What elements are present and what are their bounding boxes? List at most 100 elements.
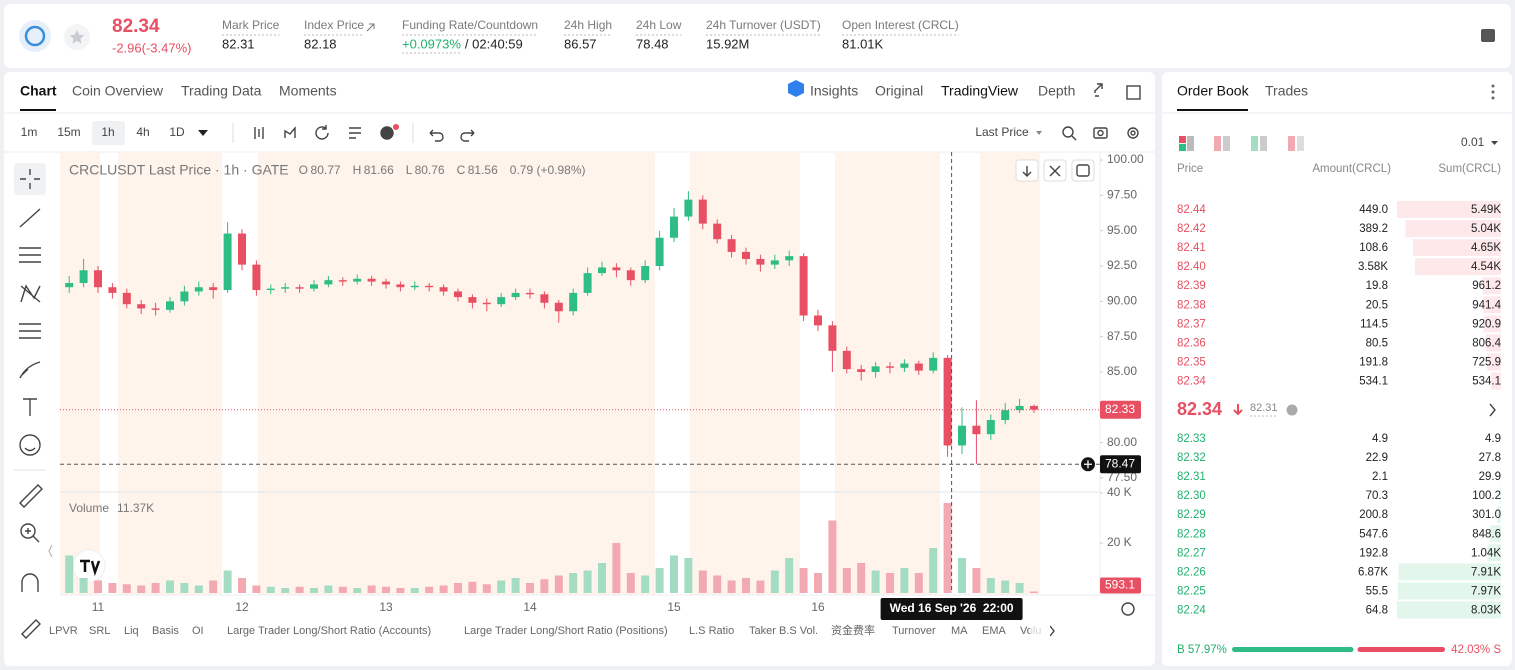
volume-bar (266, 586, 275, 593)
depth-bar (1397, 201, 1501, 218)
volume-tag (1100, 577, 1141, 594)
chart-legend: CRCLUSDT Last Price · 1h · GATE (69, 162, 289, 178)
indicator-tab[interactable]: EMA (982, 625, 1007, 637)
order-price: 82.26 (1177, 566, 1206, 578)
indicator-tab[interactable]: OI (192, 625, 204, 637)
order-amount: 389.2 (1359, 223, 1388, 235)
order-sum: 5.49K (1471, 204, 1501, 216)
candle-body (857, 369, 866, 373)
chart-tab[interactable]: Coin Overview (72, 83, 164, 99)
indicator-tab[interactable]: Large Trader Long/Short Ratio (Positions… (464, 625, 668, 637)
candle-body (583, 273, 592, 293)
chart-tab[interactable]: Moments (279, 83, 337, 99)
candle-body (94, 270, 102, 288)
price-change: -2.96(-3.47%) (112, 40, 191, 55)
indicator-tab[interactable]: Liq (124, 625, 139, 637)
view-tab[interactable]: TradingView (941, 83, 1019, 99)
candle-body (122, 292, 131, 305)
stat-label: Index Price (304, 18, 364, 32)
last-price-label: 82.33 (1105, 402, 1135, 416)
candle-body (540, 294, 549, 303)
volume-tick-label: 20 K (1107, 535, 1132, 549)
order-sum: 27.8 (1479, 452, 1501, 464)
volume-bar (655, 568, 664, 593)
scroll-right[interactable] (1049, 625, 1055, 637)
indicator-tab[interactable]: 资金费率 (831, 623, 875, 637)
candle-body (79, 270, 88, 283)
volume-bar (626, 573, 635, 593)
more-icon[interactable] (1491, 84, 1495, 100)
indicator-tab[interactable]: LPVR (49, 625, 78, 637)
volume-bar (497, 580, 506, 593)
stat-label: 24h Turnover (USDT) (706, 18, 821, 32)
volume-bar (396, 588, 405, 593)
orderbook-tab[interactable]: Trades (1265, 83, 1308, 99)
drawing-tools[interactable] (19, 169, 43, 639)
candle-body (814, 315, 822, 326)
candle-body (799, 256, 808, 316)
candle-body (367, 278, 376, 282)
chart-tab[interactable]: Chart (20, 83, 57, 99)
order-price: 82.30 (1177, 490, 1206, 502)
y-tick-label: 100.00 (1107, 152, 1144, 166)
volume-bar (598, 563, 606, 593)
chart-type-icons[interactable] (254, 83, 1141, 142)
view-tab[interactable]: Insights (810, 83, 858, 99)
depth-bar (1487, 353, 1501, 371)
indicator-tab[interactable]: MA (951, 625, 968, 637)
order-price: 82.44 (1177, 204, 1206, 216)
orderbook-layout-buttons[interactable] (1179, 136, 1304, 151)
collapse-arrow[interactable] (48, 544, 53, 558)
indicator-tab[interactable]: Turnover (892, 625, 936, 637)
candle-body (65, 282, 74, 288)
candle-body (785, 256, 794, 261)
chart-tab[interactable]: Trading Data (181, 83, 262, 99)
settings-icon[interactable] (1121, 602, 1135, 616)
candle-body (281, 287, 290, 289)
header-menu-icon[interactable] (1481, 29, 1495, 42)
interval[interactable]: 1h (101, 125, 114, 139)
order-amount: 3.58K (1358, 261, 1388, 273)
volume-bar (828, 520, 837, 593)
volume-bar (511, 578, 520, 593)
indicator-tab[interactable]: Large Trader Long/Short Ratio (Accounts) (227, 625, 431, 637)
precision-select[interactable]: 0.01 (1461, 135, 1485, 149)
view-tab[interactable]: Original (875, 83, 923, 99)
view-tab[interactable]: Depth (1038, 83, 1075, 99)
chart-legend: O (299, 163, 308, 177)
depth-bar (1490, 525, 1501, 543)
volume-bar (972, 568, 981, 593)
volume-bar (742, 578, 750, 593)
indicator-tab[interactable]: SRL (89, 625, 110, 637)
order-price: 82.24 (1177, 604, 1206, 616)
x-tick-label: 13 (379, 600, 393, 614)
candle-body (410, 285, 419, 288)
indicator-tab[interactable]: Taker B.S Vol. (749, 625, 818, 637)
column-header: Amount(CRCL) (1312, 163, 1391, 175)
candle-body (972, 425, 981, 435)
volume-bar (929, 548, 938, 593)
chevron[interactable] (1489, 403, 1496, 417)
indicator-tab[interactable]: Basis (152, 625, 179, 637)
chart-buttons[interactable] (1015, 159, 1095, 182)
interval[interactable]: 4h (136, 125, 149, 139)
order-price: 82.36 (1177, 337, 1206, 349)
chart-legend: 80.77 (311, 163, 341, 177)
interval[interactable]: 1m (21, 125, 38, 139)
volume-bar (785, 558, 794, 593)
stat-value: +0.0973% (402, 36, 461, 51)
crosshair-plus-sign (1084, 460, 1092, 469)
volume-bar (338, 586, 347, 593)
info-icon[interactable] (1286, 404, 1298, 416)
volume-bar (410, 588, 419, 593)
order-sum: 100.2 (1472, 490, 1501, 502)
price-source[interactable]: Last Price (975, 125, 1029, 139)
candle-body (900, 363, 909, 368)
interval[interactable]: 1D (169, 125, 185, 139)
interval[interactable]: 15m (57, 125, 80, 139)
mid-price: 82.34 (1177, 399, 1222, 419)
candle-body (554, 302, 563, 312)
candle-body (929, 357, 938, 371)
indicator-tab[interactable]: L.S Ratio (689, 625, 734, 637)
